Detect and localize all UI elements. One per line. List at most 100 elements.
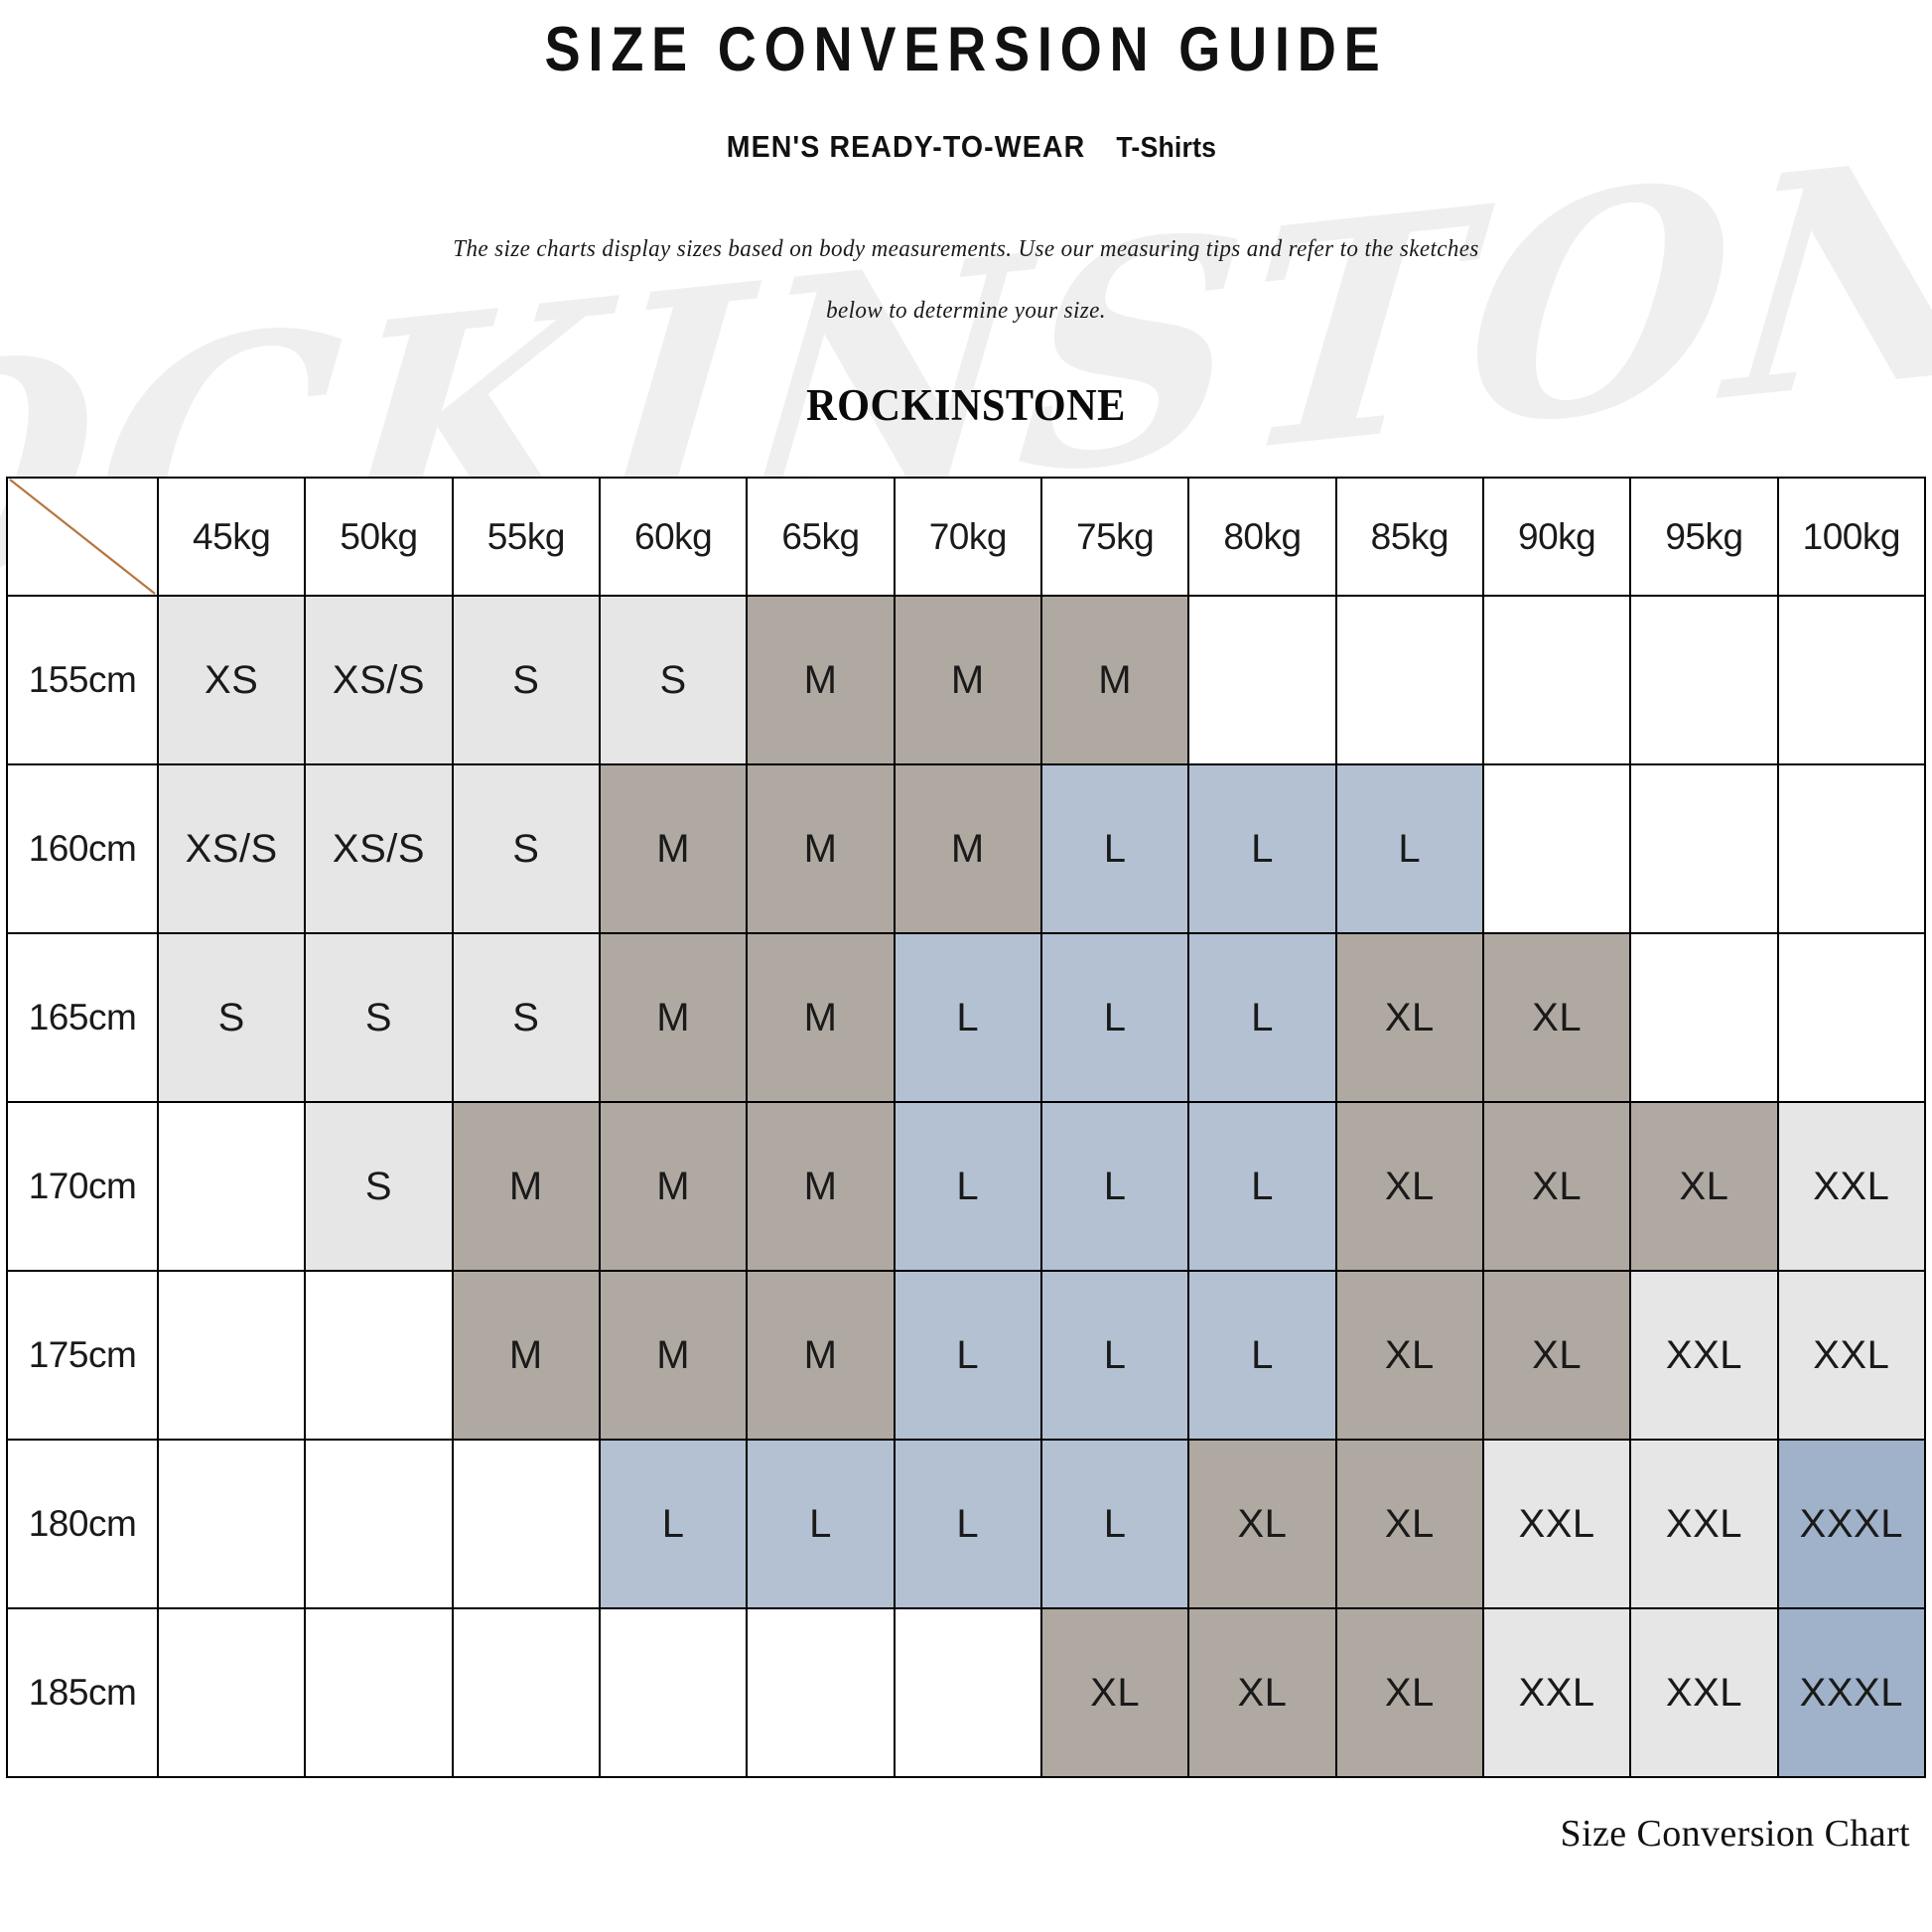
- size-cell-180cm-70kg: L: [893, 1439, 1042, 1609]
- size-cell-160cm-65kg: M: [746, 763, 896, 934]
- size-cell-180cm-50kg: [304, 1439, 454, 1609]
- size-cell-175cm-55kg: M: [451, 1270, 601, 1441]
- table-row: 170cm S M M M L L L XL XL XL XXL: [6, 1101, 1927, 1272]
- size-cell-160cm-95kg: [1629, 763, 1779, 934]
- column-header-55kg: 55kg: [451, 477, 601, 597]
- size-cell-185cm-70kg: [893, 1607, 1042, 1778]
- size-cell-185cm-75kg: XL: [1039, 1607, 1190, 1778]
- table-row: 180cm L L L L XL XL XXL XXL XXXL: [6, 1439, 1927, 1609]
- size-conversion-table: 45kg 50kg 55kg 60kg 65kg 70kg 75kg 80kg 85kg 90kg…: [6, 477, 1927, 1778]
- column-header-75kg: 75kg: [1039, 477, 1190, 597]
- size-conversion-table-container: 45kg 50kg 55kg 60kg 65kg 70kg 75kg 80kg 85kg 90kg…: [0, 477, 1932, 1778]
- corner-diagonal-icon: [9, 479, 156, 595]
- size-cell-160cm-70kg: M: [893, 763, 1042, 934]
- row-header-185cm: 185cm: [6, 1607, 159, 1778]
- size-cell-185cm-65kg: [746, 1607, 896, 1778]
- size-cell-170cm-65kg: M: [746, 1101, 896, 1272]
- size-cell-185cm-100kg: XXXL: [1776, 1607, 1927, 1778]
- size-cell-180cm-90kg: XXL: [1481, 1439, 1632, 1609]
- size-cell-165cm-80kg: L: [1187, 932, 1337, 1103]
- size-cell-170cm-90kg: XL: [1481, 1101, 1632, 1272]
- size-cell-180cm-45kg: [156, 1439, 307, 1609]
- size-cell-165cm-70kg: L: [893, 932, 1042, 1103]
- subtitle-product: T-Shirts: [1116, 132, 1217, 164]
- size-cell-175cm-65kg: M: [746, 1270, 896, 1441]
- size-cell-170cm-60kg: M: [598, 1101, 749, 1272]
- size-cell-180cm-60kg: L: [598, 1439, 749, 1609]
- row-header-175cm: 175cm: [6, 1270, 159, 1441]
- size-cell-170cm-75kg: L: [1039, 1101, 1190, 1272]
- size-cell-160cm-55kg: S: [451, 763, 601, 934]
- size-cell-155cm-75kg: M: [1039, 595, 1190, 765]
- column-header-85kg: 85kg: [1334, 477, 1484, 597]
- size-cell-185cm-60kg: [598, 1607, 749, 1778]
- size-cell-165cm-65kg: M: [746, 932, 896, 1103]
- description-line-1: The size charts display sizes based on b…: [453, 236, 1479, 262]
- column-header-100kg: 100kg: [1776, 477, 1927, 597]
- row-header-180cm: 180cm: [6, 1439, 159, 1609]
- column-header-90kg: 90kg: [1481, 477, 1632, 597]
- size-cell-155cm-45kg: XS: [156, 595, 307, 765]
- size-cell-175cm-80kg: L: [1187, 1270, 1337, 1441]
- table-row: 165cm S S S M M L L L XL XL: [6, 932, 1927, 1103]
- column-header-65kg: 65kg: [746, 477, 896, 597]
- brand-name: ROCKINSTONE: [806, 380, 1126, 430]
- size-cell-160cm-80kg: L: [1187, 763, 1337, 934]
- size-cell-170cm-85kg: XL: [1334, 1101, 1484, 1272]
- size-cell-160cm-45kg: XS/S: [156, 763, 307, 934]
- size-cell-155cm-70kg: M: [893, 595, 1042, 765]
- size-cell-160cm-75kg: L: [1039, 763, 1190, 934]
- size-cell-165cm-100kg: [1776, 932, 1927, 1103]
- size-cell-170cm-55kg: M: [451, 1101, 601, 1272]
- size-cell-165cm-50kg: S: [304, 932, 454, 1103]
- row-header-155cm: 155cm: [6, 595, 159, 765]
- size-cell-155cm-80kg: [1187, 595, 1337, 765]
- table-header-row: 45kg 50kg 55kg 60kg 65kg 70kg 75kg 80kg 85kg 90kg…: [6, 477, 1927, 597]
- size-cell-185cm-50kg: [304, 1607, 454, 1778]
- size-cell-185cm-55kg: [451, 1607, 601, 1778]
- page-title: SIZE CONVERSION GUIDE: [544, 15, 1388, 84]
- size-cell-165cm-90kg: XL: [1481, 932, 1632, 1103]
- size-cell-155cm-95kg: [1629, 595, 1779, 765]
- size-cell-180cm-95kg: XXL: [1629, 1439, 1779, 1609]
- size-cell-170cm-95kg: XL: [1629, 1101, 1779, 1272]
- size-cell-165cm-45kg: S: [156, 932, 307, 1103]
- size-cell-175cm-85kg: XL: [1334, 1270, 1484, 1441]
- subtitle-row: MEN'S READY-TO-WEAR T-Shirts: [0, 129, 1932, 165]
- size-cell-155cm-50kg: XS/S: [304, 595, 454, 765]
- size-cell-155cm-60kg: S: [598, 595, 749, 765]
- size-cell-180cm-75kg: L: [1039, 1439, 1190, 1609]
- size-cell-165cm-95kg: [1629, 932, 1779, 1103]
- size-cell-155cm-85kg: [1334, 595, 1484, 765]
- size-cell-175cm-45kg: [156, 1270, 307, 1441]
- row-header-165cm: 165cm: [6, 932, 159, 1103]
- footer-caption: Size Conversion Chart: [1560, 1813, 1910, 1855]
- row-header-160cm: 160cm: [6, 763, 159, 934]
- corner-cell: [6, 477, 159, 597]
- size-cell-185cm-95kg: XXL: [1629, 1607, 1779, 1778]
- size-cell-160cm-50kg: XS/S: [304, 763, 454, 934]
- column-header-50kg: 50kg: [304, 477, 454, 597]
- size-cell-170cm-50kg: S: [304, 1101, 454, 1272]
- size-cell-160cm-90kg: [1481, 763, 1632, 934]
- size-cell-155cm-100kg: [1776, 595, 1927, 765]
- column-header-70kg: 70kg: [893, 477, 1042, 597]
- description-line-2: below to determine your size.: [826, 298, 1106, 324]
- table-row: 185cm XL XL XL XXL XXL XXXL: [6, 1607, 1927, 1778]
- size-cell-175cm-90kg: XL: [1481, 1270, 1632, 1441]
- size-cell-175cm-50kg: [304, 1270, 454, 1441]
- size-cell-175cm-100kg: XXL: [1776, 1270, 1927, 1441]
- size-cell-170cm-45kg: [156, 1101, 307, 1272]
- size-chart-page: SIZE CONVERSION GUIDE MEN'S READY-TO-WEA…: [0, 15, 1932, 1855]
- column-header-80kg: 80kg: [1187, 477, 1337, 597]
- table-row: 155cm XS XS/S S S M M M: [6, 595, 1927, 765]
- size-cell-160cm-85kg: L: [1334, 763, 1484, 934]
- size-cell-185cm-85kg: XL: [1334, 1607, 1484, 1778]
- size-cell-180cm-85kg: XL: [1334, 1439, 1484, 1609]
- size-cell-175cm-60kg: M: [598, 1270, 749, 1441]
- size-cell-165cm-60kg: M: [598, 932, 749, 1103]
- size-cell-165cm-55kg: S: [451, 932, 601, 1103]
- column-header-60kg: 60kg: [598, 477, 749, 597]
- size-cell-155cm-55kg: S: [451, 595, 601, 765]
- subtitle-category: MEN'S READY-TO-WEAR: [726, 129, 1086, 164]
